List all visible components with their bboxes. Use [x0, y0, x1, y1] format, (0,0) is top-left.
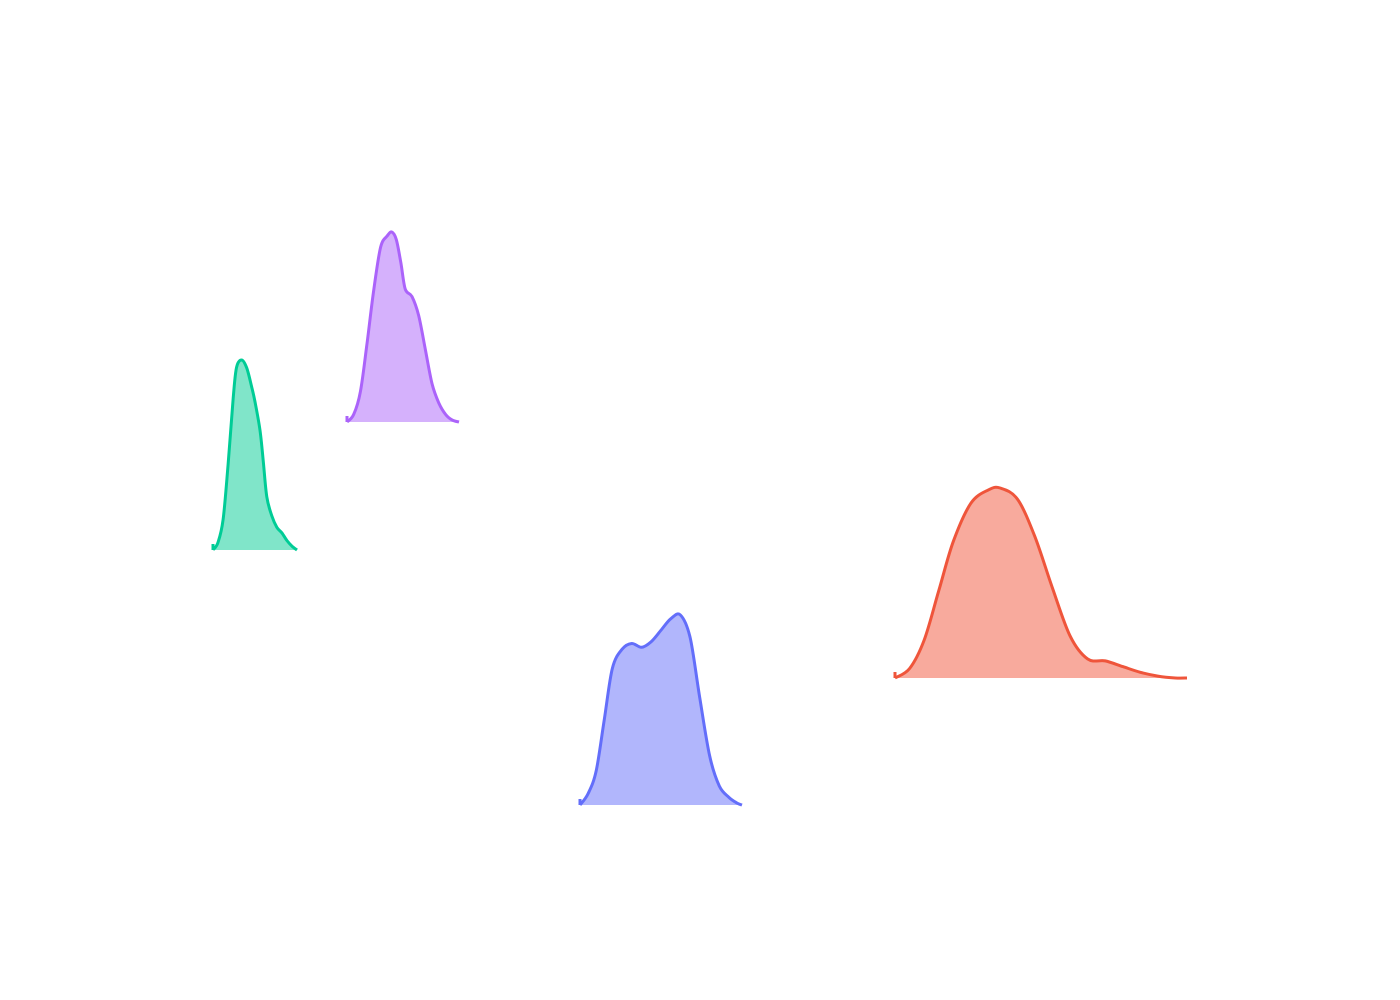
density-area-2	[347, 231, 459, 422]
density-line-4	[894, 485, 1188, 680]
density-area-4	[895, 487, 1187, 679]
density-area-3	[580, 613, 742, 805]
density-area-1	[213, 360, 297, 550]
density-series-4	[893, 485, 1188, 680]
density-series-2	[345, 230, 460, 424]
density-line-1	[211, 358, 298, 552]
density-series-1	[211, 358, 298, 552]
density-line-3	[578, 612, 743, 807]
series-layer	[211, 230, 1188, 807]
density-line-2	[345, 230, 460, 424]
density-series-3	[578, 612, 743, 807]
